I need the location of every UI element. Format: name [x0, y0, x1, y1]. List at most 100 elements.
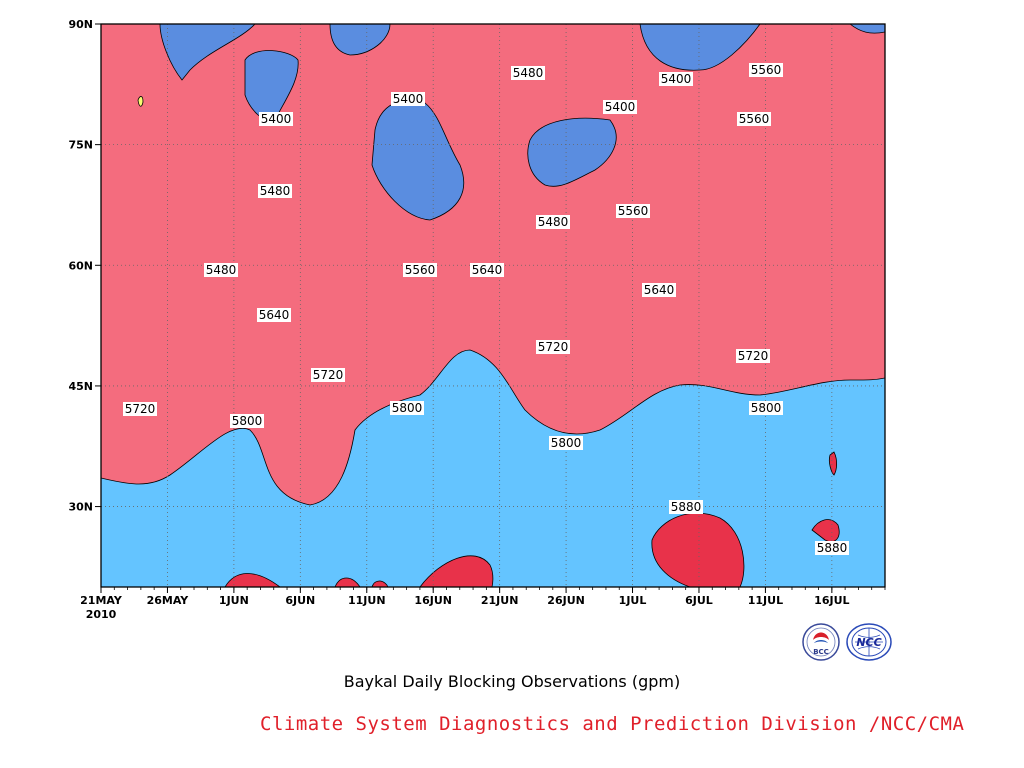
contour-label-bg: [815, 541, 849, 555]
contour-label: 5560: [737, 112, 771, 126]
band-below-5400-a: [244, 50, 299, 122]
x-tick-label: 21MAY: [80, 594, 123, 607]
y-tick-label: 60N: [68, 259, 93, 272]
x-tick-label: 1JUN: [219, 594, 249, 607]
x-tick-label: 16JUL: [814, 594, 849, 607]
contour-label: 5640: [470, 263, 504, 277]
contour-label-text: 5640: [644, 283, 675, 297]
svg-text:NCC: NCC: [856, 636, 881, 649]
contour-label-text: 5720: [313, 368, 344, 382]
contour-label-text: 5880: [671, 500, 702, 514]
contour-label-bg: [390, 401, 424, 415]
contour-label-text: 5560: [739, 112, 770, 126]
band-above-5880-c: [224, 555, 494, 587]
contour-label-bg: [403, 263, 437, 277]
contour-labels: 5400 5400 5480 5400 5400 5480 5480 5560 5480 5560…: [123, 63, 849, 555]
contour-label-bg: [737, 112, 771, 126]
contour-label-bg: [616, 204, 650, 218]
contour-label-text: 5800: [392, 401, 423, 415]
contour-label: 5800: [390, 401, 424, 415]
x-tick-label: 26MAY: [147, 594, 190, 607]
contour-label-bg: [603, 100, 637, 114]
contour-label-text: 5560: [751, 63, 782, 77]
contour-fills: [101, 24, 885, 587]
x-tick-label: 6JUN: [285, 594, 315, 607]
contour-label-text: 5480: [538, 215, 569, 229]
contour-label: 5480: [511, 66, 545, 80]
contour-label: 5560: [749, 63, 783, 77]
x-tick-label: 26JUN: [547, 594, 585, 607]
x-year-label: 2010: [86, 608, 117, 621]
contour-label-bg: [230, 414, 264, 428]
contour-label-text: 5400: [261, 112, 292, 126]
contour-label-bg: [536, 340, 570, 354]
x-tick-label: 11JUN: [348, 594, 386, 607]
x-tick-label: 1JUL: [619, 594, 647, 607]
contour-label-text: 5720: [125, 402, 156, 416]
y-tick-label: 45N: [68, 380, 93, 393]
x-tick-label: 21JUN: [481, 594, 519, 607]
svg-text:BCC: BCC: [813, 648, 829, 656]
contour-label-bg: [123, 402, 157, 416]
contour-label-bg: [204, 263, 238, 277]
contour-label-bg: [258, 184, 292, 198]
credit-text: Climate System Diagnostics and Predictio…: [260, 713, 965, 735]
x-tick-label: 6JUL: [685, 594, 713, 607]
contour-label-text: 5480: [206, 263, 237, 277]
contour-label: 5720: [311, 368, 345, 382]
contour-label-text: 5560: [618, 204, 649, 218]
contour-label: 5800: [549, 436, 583, 450]
contour-label: 5800: [749, 401, 783, 415]
x-tick-label: 11JUL: [748, 594, 783, 607]
contour-label-bg: [259, 112, 293, 126]
chart-title: Baykal Daily Blocking Observations (gpm): [343, 672, 681, 691]
contour-label-bg: [470, 263, 504, 277]
contour-label-bg: [257, 308, 291, 322]
contour-label: 5880: [669, 500, 703, 514]
y-tick-label: 90N: [68, 18, 93, 31]
contour-label-bg: [511, 66, 545, 80]
contour-label-bg: [669, 500, 703, 514]
contour-label-bg: [749, 63, 783, 77]
contour-label: 5720: [123, 402, 157, 416]
plot-frame: [100, 23, 886, 588]
x-tick-label: 16JUN: [414, 594, 452, 607]
contour-label-text: 5720: [738, 349, 769, 363]
contour-label-bg: [311, 368, 345, 382]
contour-label-text: 5400: [661, 72, 692, 86]
contour-label-bg: [659, 72, 693, 86]
contour-label-text: 5560: [405, 263, 436, 277]
contour-label: 5480: [536, 215, 570, 229]
ncc-logo: NCC: [846, 623, 892, 661]
contour-label: 5640: [257, 308, 291, 322]
contour-label-text: 5720: [538, 340, 569, 354]
contour-label: 5880: [815, 541, 849, 555]
band-below-5400-c: [527, 117, 617, 187]
bcc-logo: BCC: [802, 623, 840, 661]
contour-label-bg: [549, 436, 583, 450]
contour-label: 5400: [659, 72, 693, 86]
contour-label-text: 5480: [513, 66, 544, 80]
contour-label-text: 5640: [259, 308, 290, 322]
contour-label-bg: [391, 92, 425, 106]
band-5480-5560-spot: [137, 96, 144, 107]
contour-label: 5480: [258, 184, 292, 198]
band-below-5400-e: [159, 24, 256, 81]
contour-label: 5720: [536, 340, 570, 354]
y-tick-label: 75N: [68, 139, 93, 152]
contour-label-text: 5400: [605, 100, 636, 114]
contour-label: 5560: [403, 263, 437, 277]
contour-label: 5640: [642, 283, 676, 297]
y-axis: 90N 75N 60N 45N 30N: [68, 18, 101, 514]
contour-label: 5480: [204, 263, 238, 277]
y-tick-label: 30N: [68, 501, 93, 514]
contour-label-bg: [749, 401, 783, 415]
contour-label-text: 5880: [817, 541, 848, 555]
contour-label: 5560: [616, 204, 650, 218]
contour-label: 5400: [603, 100, 637, 114]
contour-label-bg: [736, 349, 770, 363]
contour-label-text: 5640: [472, 263, 503, 277]
band-above-5880-d: [828, 451, 838, 476]
contour-label-text: 5800: [751, 401, 782, 415]
